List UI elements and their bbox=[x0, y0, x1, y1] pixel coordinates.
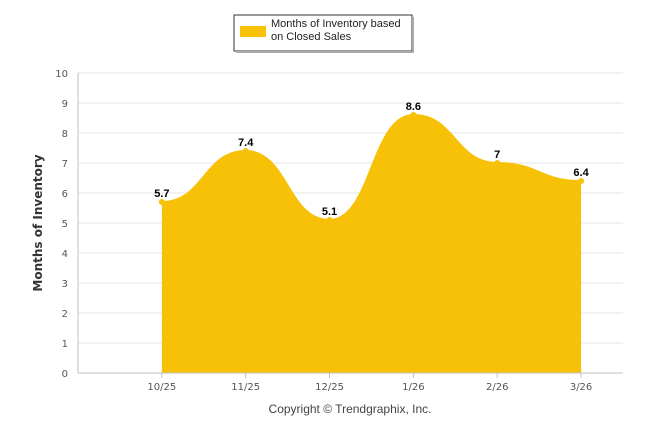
x-tick-labels: 10/25 11/25 12/25 1/26 2/26 3/26 bbox=[147, 382, 592, 393]
y-axis-title: Months of Inventory bbox=[31, 154, 45, 291]
legend[interactable]: Months of Inventory based on Closed Sale… bbox=[233, 14, 414, 53]
data-label: 5.1 bbox=[322, 206, 337, 218]
data-label: 5.7 bbox=[154, 188, 169, 200]
y-tick-label: 4 bbox=[62, 249, 68, 260]
axes bbox=[77, 73, 623, 378]
area-series-layer bbox=[158, 112, 585, 373]
data-label: 6.4 bbox=[573, 167, 589, 179]
y-tick-labels: 0 1 2 3 4 5 6 7 8 9 10 bbox=[55, 69, 68, 380]
area-fill bbox=[161, 115, 582, 373]
y-tick-label: 5 bbox=[62, 219, 68, 230]
data-point[interactable] bbox=[242, 148, 249, 154]
legend-label-line-1: Months of Inventory based bbox=[271, 18, 401, 30]
x-tick-label: 10/25 bbox=[147, 382, 176, 393]
data-point[interactable] bbox=[494, 160, 501, 166]
legend-label-line-2: on Closed Sales bbox=[271, 31, 352, 43]
x-tick-label: 11/25 bbox=[231, 382, 260, 393]
data-point[interactable] bbox=[410, 112, 417, 118]
x-tick-label: 1/26 bbox=[402, 382, 424, 393]
data-label: 8.6 bbox=[406, 101, 421, 113]
y-tick-label: 9 bbox=[62, 99, 68, 110]
copyright-footer: Copyright © Trendgraphix, Inc. bbox=[269, 402, 432, 416]
legend-shadow-right bbox=[412, 17, 414, 53]
legend-swatch bbox=[240, 26, 266, 37]
y-tick-label: 0 bbox=[62, 369, 68, 380]
data-labels: 5.7 7.4 5.1 8.6 7 6.4 bbox=[154, 101, 589, 218]
y-tick-label: 2 bbox=[62, 309, 68, 320]
y-tick-label: 1 bbox=[62, 339, 68, 350]
data-point[interactable] bbox=[158, 199, 165, 205]
y-tick-label: 10 bbox=[55, 69, 68, 80]
data-label: 7.4 bbox=[238, 137, 254, 149]
y-tick-label: 3 bbox=[62, 279, 68, 290]
y-tick-label: 7 bbox=[62, 159, 68, 170]
y-tick-label: 8 bbox=[62, 129, 68, 140]
legend-shadow-bottom bbox=[236, 51, 414, 53]
x-tick-label: 3/26 bbox=[570, 382, 592, 393]
x-tick-label: 2/26 bbox=[486, 382, 508, 393]
y-tick-label: 6 bbox=[62, 189, 68, 200]
data-point[interactable] bbox=[578, 178, 585, 184]
x-tick-label: 12/25 bbox=[315, 382, 344, 393]
data-label: 7 bbox=[494, 149, 500, 161]
data-point[interactable] bbox=[326, 217, 333, 223]
